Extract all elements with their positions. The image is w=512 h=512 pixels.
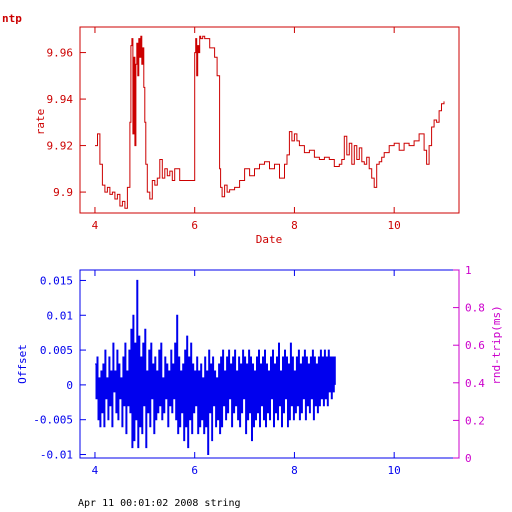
right-y-tick-label: 0.6 (465, 339, 485, 352)
right-y-tick-label: 0.8 (465, 302, 485, 315)
rate-plot-frame (79, 26, 460, 214)
y-tick-label: 0.015 (40, 274, 73, 287)
rate-series-line (95, 35, 445, 209)
x-tick-label: 6 (191, 464, 198, 477)
right-y-tick-label: 0 (465, 452, 472, 465)
y-tick-label: 0.01 (47, 309, 74, 322)
rate-y-ticks: 9.9 9.92 9.94 9.96 (47, 47, 86, 199)
rate-x-ticks: 4 6 8 10 (92, 27, 401, 232)
x-tick-label: 8 (291, 464, 298, 477)
y-tick-label: 9.9 (53, 186, 73, 199)
y-tick-label: -0.005 (33, 414, 73, 427)
y-tick-label: 0.005 (40, 344, 73, 357)
x-tick-label: 4 (92, 464, 99, 477)
x-tick-label: 10 (388, 219, 401, 232)
x-tick-label: 10 (388, 464, 401, 477)
y-tick-label: -0.01 (40, 449, 73, 462)
offset-y-axis-label: Offset (16, 344, 29, 384)
y-tick-label: 9.94 (47, 93, 74, 106)
y-tick-label: 0 (66, 379, 73, 392)
x-tick-label: 6 (191, 219, 198, 232)
rate-y-axis-label: rate (34, 109, 47, 136)
rnd-trip-y-ticks: 0 0.2 0.4 0.6 0.8 1 (453, 264, 485, 465)
offset-chart: 4 6 8 10 -0.01 -0.005 0 0.005 0.01 0.015 0 0.2 0.4… (16, 264, 503, 477)
rate-x-axis-label: Date (256, 233, 283, 246)
chart-title: ntp (2, 12, 22, 25)
right-y-tick-label: 0.2 (465, 414, 485, 427)
y-tick-label: 9.92 (47, 140, 74, 153)
x-tick-label: 8 (291, 219, 298, 232)
timestamp-footer: Apr 11 00:01:02 2008 string (78, 498, 241, 509)
offset-y-ticks: -0.01 -0.005 0 0.005 0.01 0.015 (33, 274, 86, 462)
y-tick-label: 9.96 (47, 47, 74, 60)
x-tick-label: 4 (92, 219, 99, 232)
rate-chart: ntp 4 6 8 10 9.9 9.92 9.94 9.96 Date rate (2, 12, 460, 246)
offset-x-ticks: 4 6 8 10 (92, 270, 401, 477)
right-y-tick-label: 0.4 (465, 377, 485, 390)
right-y-tick-label: 1 (465, 264, 472, 277)
offset-series-line (95, 279, 336, 455)
rnd-trip-y-axis-label: rnd-trip(ms) (490, 305, 503, 384)
